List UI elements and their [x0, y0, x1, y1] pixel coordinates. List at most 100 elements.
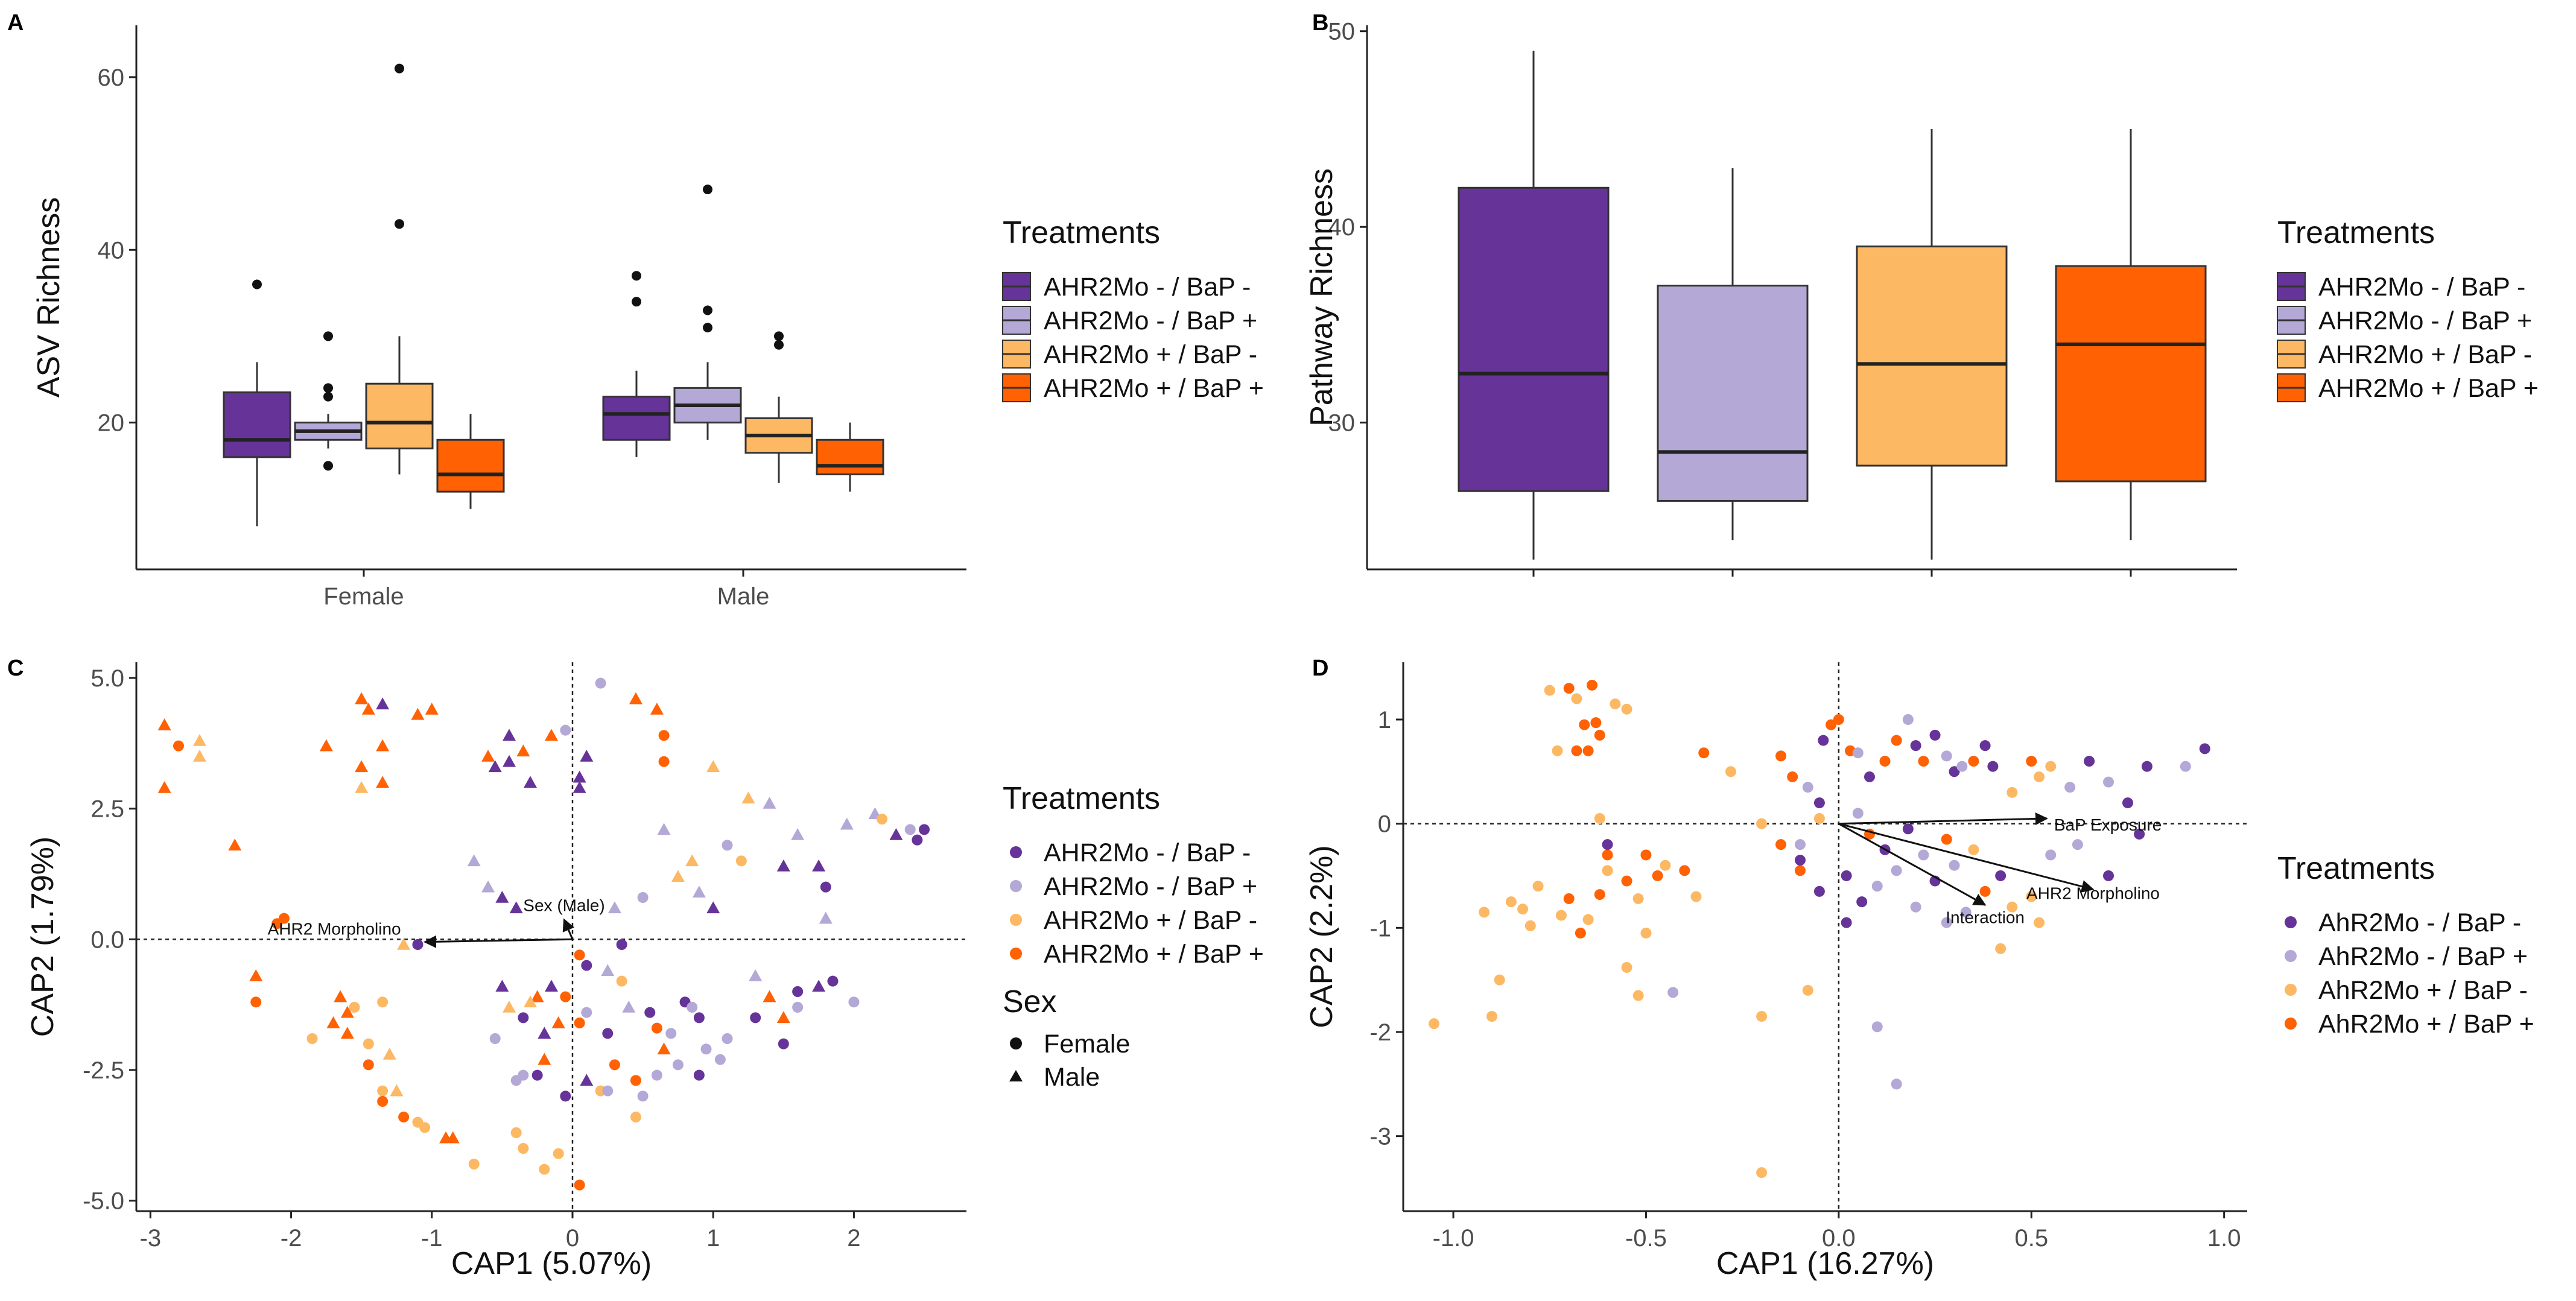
- data-point: [1679, 865, 1690, 876]
- data-point: [602, 1028, 614, 1039]
- box-outlier: [323, 391, 333, 402]
- data-point: [616, 975, 627, 987]
- data-point: [1756, 818, 1768, 829]
- data-point: [693, 1012, 705, 1024]
- data-point: [763, 990, 776, 1002]
- data-point: [658, 730, 670, 741]
- data-point: [877, 814, 888, 825]
- panel-b: B 30 40 50 Pathway Richness Treatments AHR2Mo …: [1304, 10, 2539, 577]
- data-point: [326, 1016, 340, 1028]
- data-point: [595, 677, 606, 689]
- y-tick-label: -2.5: [83, 1057, 124, 1084]
- data-point: [827, 975, 839, 987]
- data-point: [687, 1002, 698, 1013]
- shape-legend-item: Female: [1044, 1030, 1130, 1059]
- data-point: [580, 1074, 594, 1086]
- data-point: [1429, 1018, 1440, 1030]
- data-point: [376, 697, 390, 710]
- y-tick-label: -5.0: [83, 1188, 124, 1215]
- y-tick-label: 30: [1328, 410, 1356, 437]
- legend-key-dot: [1010, 914, 1022, 926]
- box-body: [602, 396, 671, 441]
- data-point: [1524, 920, 1536, 931]
- box-outlier: [323, 331, 333, 341]
- data-point: [750, 1012, 761, 1024]
- data-point: [735, 855, 747, 867]
- data-point: [776, 859, 790, 872]
- data-point: [629, 692, 642, 704]
- data-point: [516, 744, 530, 757]
- data-point: [1852, 808, 1864, 819]
- box-outlier: [703, 185, 712, 195]
- x-tick-label: -0.5: [1625, 1225, 1667, 1252]
- data-point: [889, 828, 903, 840]
- x-tick-label: -1: [421, 1225, 443, 1252]
- data-point: [706, 901, 720, 914]
- data-point: [1571, 745, 1582, 756]
- box-outlier: [703, 305, 712, 315]
- data-point: [1949, 766, 1960, 777]
- data-point: [192, 750, 206, 762]
- data-point: [538, 1027, 551, 1039]
- data-point: [398, 1112, 410, 1122]
- data-point: [1517, 904, 1529, 915]
- legend-item: AHR2Mo + / BaP -: [1044, 340, 1257, 369]
- data-point: [601, 964, 615, 977]
- y-tick-label: 60: [98, 65, 125, 91]
- data-point: [650, 703, 664, 715]
- legend-title: Treatments: [1003, 781, 1160, 816]
- data-point: [538, 1053, 551, 1065]
- data-point: [609, 1059, 620, 1071]
- legend-key-dot: [1010, 880, 1022, 892]
- data-point: [904, 824, 916, 835]
- data-point: [467, 854, 481, 867]
- data-point: [518, 1012, 529, 1024]
- x-tick-label: 2: [847, 1225, 860, 1252]
- data-point: [630, 1112, 641, 1122]
- data-point: [706, 760, 720, 773]
- loading-vector: [1838, 823, 1987, 906]
- data-point: [2064, 782, 2076, 793]
- data-point: [192, 734, 206, 746]
- y-tick-label: -2: [1369, 1019, 1391, 1046]
- data-point: [1910, 740, 1921, 752]
- data-point: [919, 824, 930, 835]
- data-point: [791, 828, 805, 840]
- data-point: [1826, 719, 1837, 730]
- legend-title: Treatments: [2277, 851, 2435, 886]
- data-point: [1979, 885, 1991, 897]
- data-point: [1632, 990, 1644, 1001]
- data-point: [495, 980, 509, 992]
- data-point: [1968, 844, 1979, 855]
- data-point: [411, 707, 425, 720]
- box-body: [365, 382, 434, 450]
- data-point: [2045, 849, 2057, 861]
- data-point: [509, 901, 523, 914]
- data-point: [553, 1148, 564, 1159]
- data-point: [651, 1022, 662, 1034]
- data-point: [1871, 1021, 1883, 1033]
- data-point: [1918, 849, 1929, 861]
- vector-label: Interaction: [1946, 908, 2025, 926]
- data-point: [531, 1069, 543, 1081]
- legend-item: AHR2Mo + / BaP +: [1044, 940, 1264, 969]
- data-point: [574, 1018, 585, 1028]
- data-point: [250, 996, 262, 1008]
- vector-label: AHR2 Morpholino: [268, 920, 401, 939]
- box-outlier: [323, 461, 333, 471]
- shape-legend-female: [1010, 1037, 1022, 1049]
- box-body: [2055, 265, 2207, 483]
- data-point: [1575, 927, 1586, 939]
- data-point: [812, 980, 826, 992]
- x-tick-label: 0: [566, 1225, 579, 1252]
- data-point: [2026, 756, 2037, 767]
- data-point: [560, 991, 571, 1002]
- data-point: [560, 1090, 571, 1102]
- data-point: [545, 729, 558, 741]
- data-point: [334, 990, 347, 1002]
- data-point: [1856, 896, 1868, 908]
- data-point: [1640, 849, 1652, 861]
- data-point: [714, 1054, 726, 1065]
- data-point: [2007, 787, 2018, 798]
- data-point: [1775, 750, 1787, 762]
